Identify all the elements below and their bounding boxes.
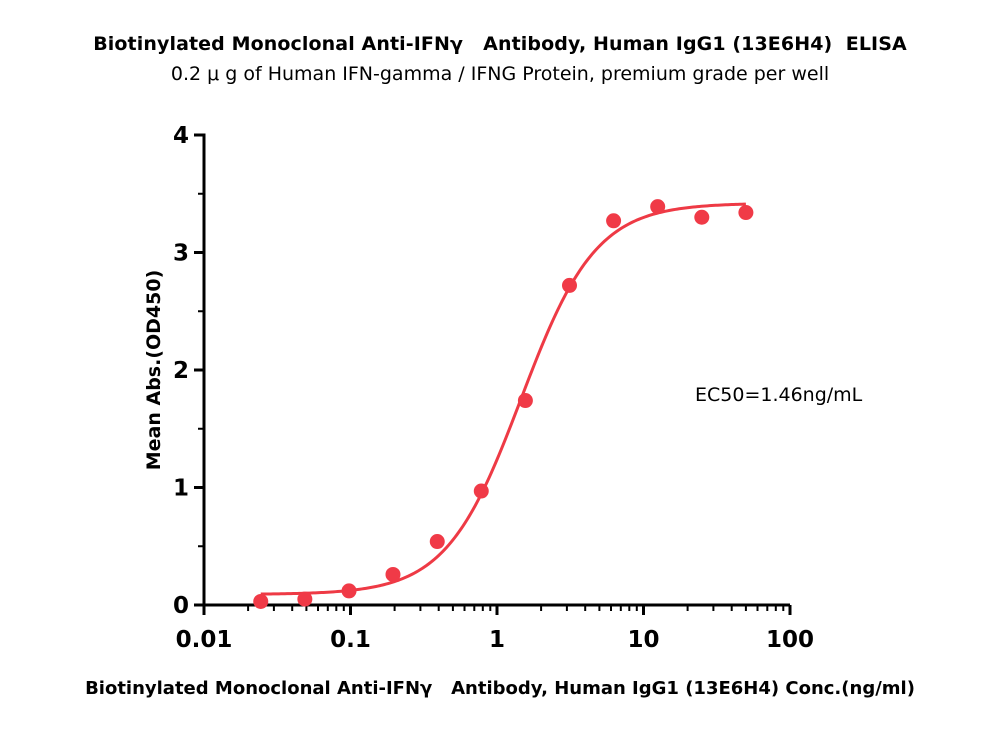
data-point xyxy=(429,534,445,550)
y-tick-label: 0 xyxy=(173,593,189,619)
chart-title: Biotinylated Monoclonal Anti-IFNγ Antibo… xyxy=(93,33,907,55)
x-axis-label: Biotinylated Monoclonal Anti-IFNγ Antibo… xyxy=(85,678,915,699)
y-tick-label: 2 xyxy=(173,358,189,384)
ec50-annotation: EC50=1.46ng/mL xyxy=(695,384,863,406)
y-tick-label: 3 xyxy=(173,241,189,267)
x-tick-label: 0.1 xyxy=(330,627,371,653)
data-point xyxy=(341,583,357,599)
data-point xyxy=(650,199,666,215)
y-tick-label: 4 xyxy=(173,123,189,149)
data-points-layer xyxy=(253,199,754,609)
data-point xyxy=(738,205,754,221)
data-point xyxy=(297,591,313,607)
y-tick-label: 1 xyxy=(173,476,189,502)
data-point xyxy=(473,483,489,499)
fit-curve-layer xyxy=(260,202,746,596)
x-tick-label: 100 xyxy=(766,627,814,653)
data-point xyxy=(561,277,577,293)
x-tick-label: 1 xyxy=(489,627,505,653)
data-point xyxy=(253,593,269,609)
x-tick-label: 0.01 xyxy=(176,627,233,653)
y-axis-label: Mean Abs.(OD450) xyxy=(143,270,165,471)
axes: 0.01 0.1 1 10 100 0 1 2 3 4 xyxy=(173,123,814,653)
data-point xyxy=(385,566,401,582)
fit-curve xyxy=(260,202,746,596)
data-point xyxy=(606,213,622,229)
data-point xyxy=(694,209,710,225)
data-point xyxy=(517,393,533,409)
chart-subtitle: 0.2 μ g of Human IFN-gamma / IFNG Protei… xyxy=(170,63,830,85)
x-tick-label: 10 xyxy=(627,627,659,653)
